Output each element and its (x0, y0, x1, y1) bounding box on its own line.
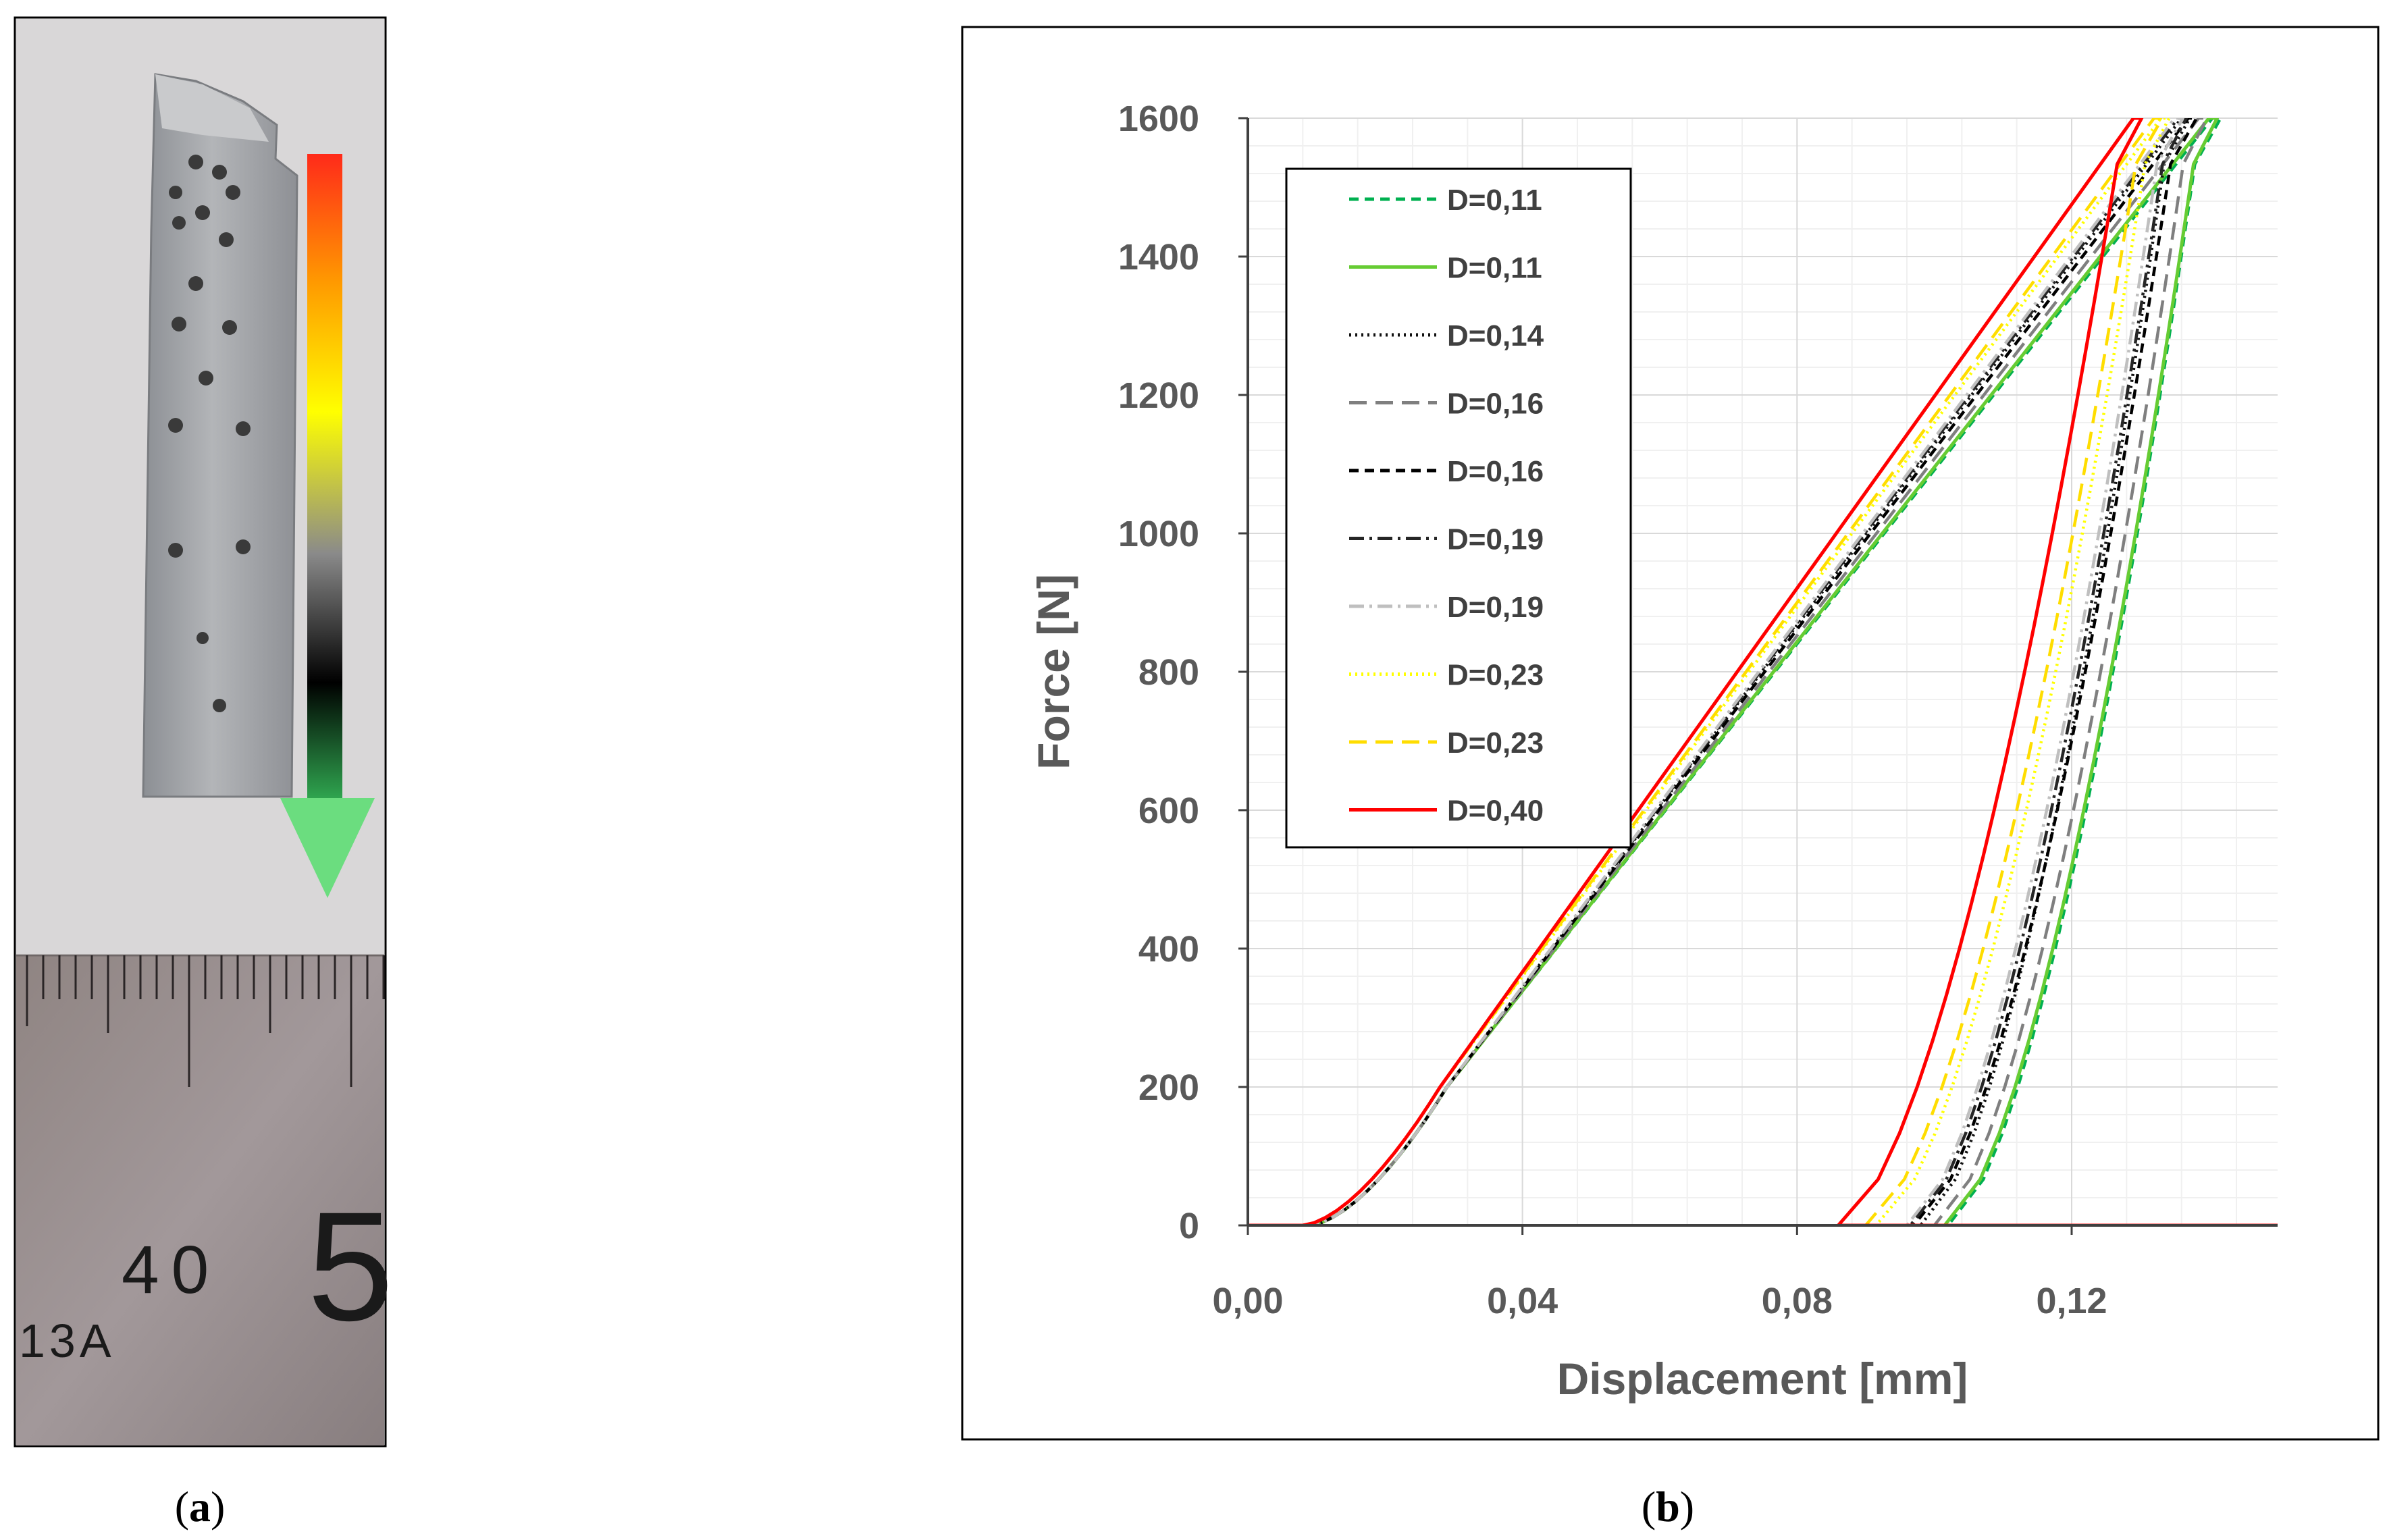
y-tick-label: 200 (1138, 1067, 1199, 1108)
axes (1238, 117, 2278, 1235)
y-tick-label: 1200 (1118, 375, 1199, 416)
x-tick-labels: 0,00 0,04 0,08 0,12 (1212, 1281, 2107, 1321)
ruler-label-40: 40 (122, 1232, 221, 1308)
legend-label-10: D=0,40 (1447, 795, 1544, 828)
y-tick-label: 800 (1138, 652, 1199, 693)
series-line-10 (1248, 118, 2278, 1225)
legend-label-7: D=0,19 (1447, 591, 1544, 624)
y-tick-label: 1400 (1118, 237, 1199, 277)
legend: D=0,11 D=0,11 D=0,14 D=0,16 D=0,16 D=0,19 D=0,… (1285, 167, 1632, 849)
y-tick-label: 0 (1179, 1206, 1199, 1246)
y-tick-labels: 0 200 400 600 800 1000 1200 1400 1600 (1118, 99, 1199, 1246)
arrow-head (280, 798, 375, 898)
y-axis-title: Force [N] (1028, 574, 1078, 770)
legend-box (1285, 167, 1632, 849)
x-tick-label: 0,00 (1212, 1281, 1283, 1321)
ruler-label-5: 5 (307, 1179, 394, 1353)
specimen-photo: 40 5 13A (14, 16, 394, 1448)
caption-b: (b) (1642, 1483, 1694, 1531)
legend-label-3: D=0,14 (1447, 319, 1544, 352)
series-line-5 (1248, 118, 2278, 1225)
ruler: 40 5 13A (16, 954, 394, 1445)
x-tick-label: 0,04 (1487, 1281, 1558, 1321)
legend-label-1: D=0,11 (1447, 184, 1542, 217)
caption-a: (a) (175, 1483, 226, 1531)
legend-label-5: D=0,16 (1447, 455, 1544, 488)
y-tick-label: 400 (1138, 929, 1199, 970)
legend-label-4: D=0,16 (1447, 388, 1544, 421)
y-tick-label: 600 (1138, 791, 1199, 831)
series-line-8 (1248, 118, 2278, 1225)
x-tick-label: 0,12 (2036, 1281, 2107, 1321)
legend-label-2: D=0,11 (1447, 252, 1542, 285)
ruler-label-13a: 13A (19, 1315, 115, 1367)
legend-label-8: D=0,23 (1447, 659, 1544, 692)
legend-label-9: D=0,23 (1447, 726, 1544, 760)
y-tick-label: 1600 (1118, 99, 1199, 139)
series-layer (1248, 118, 2278, 1225)
gradient-bar (307, 154, 342, 799)
series-line-6 (1248, 118, 2278, 1225)
x-tick-label: 0,08 (1762, 1281, 1833, 1321)
chart-frame (961, 26, 2380, 1441)
x-axis-title: Displacement [mm] (1557, 1354, 1968, 1404)
series-line-7 (1248, 118, 2278, 1225)
legend-label-6: D=0,19 (1447, 523, 1544, 556)
specimen-strip (142, 73, 298, 798)
y-tick-label: 1000 (1118, 514, 1199, 554)
